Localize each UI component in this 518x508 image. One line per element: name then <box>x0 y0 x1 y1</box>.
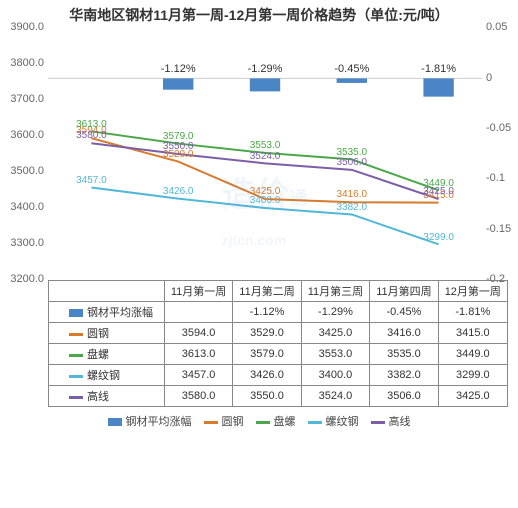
table-cell: -1.29% <box>301 302 369 323</box>
table-cell: 3299.0 <box>438 365 507 386</box>
point-label: 3535.0 <box>337 147 368 158</box>
bar-value-label: -1.12% <box>161 63 196 75</box>
y-left-tick: 3300.0 <box>10 237 44 249</box>
point-label: 3416.0 <box>337 189 368 200</box>
table-row: 高线3580.03550.03524.03506.03425.0 <box>49 386 508 407</box>
table-cell: 3580.0 <box>164 386 232 407</box>
legend-item: 盘螺 <box>256 413 296 429</box>
legend-swatch <box>256 421 270 424</box>
point-label: 3400.0 <box>250 195 281 206</box>
table-row-header: 圆钢 <box>49 323 165 344</box>
table-cell: -0.45% <box>370 302 438 323</box>
table-col-header: 11月第二周 <box>233 281 301 302</box>
table-cell: 3579.0 <box>233 344 301 365</box>
series-swatch <box>69 333 83 336</box>
y-right-tick: 0.05 <box>486 21 507 33</box>
series-swatch <box>69 396 83 399</box>
point-label: 3299.0 <box>423 232 454 243</box>
table-cell: 3594.0 <box>164 323 232 344</box>
y-left-tick: 3400.0 <box>10 201 44 213</box>
table-row: 圆钢3594.03529.03425.03416.03415.0 <box>49 323 508 344</box>
table-cell: 3416.0 <box>370 323 438 344</box>
table-row: 钢材平均涨幅 -1.12%-1.29%-0.45%-1.81% <box>49 302 508 323</box>
table-col-header: 11月第三周 <box>301 281 369 302</box>
table-col-header: 11月第四周 <box>370 281 438 302</box>
data-table: 11月第一周11月第二周11月第三周11月第四周12月第一周钢材平均涨幅-1.1… <box>48 280 508 407</box>
table-row-header: 高线 <box>49 386 165 407</box>
bar-value-label: -0.45% <box>334 63 369 75</box>
y-left-tick: 3600.0 <box>10 129 44 141</box>
bar <box>250 79 280 92</box>
point-label: 3425.0 <box>423 186 454 197</box>
point-label: 3506.0 <box>337 157 368 168</box>
legend-swatch <box>308 421 322 424</box>
legend-item: 钢材平均涨幅 <box>108 413 192 429</box>
table-row-header: 螺纹钢 <box>49 365 165 386</box>
table-cell: 3524.0 <box>301 386 369 407</box>
legend-item: 螺纹钢 <box>308 413 359 429</box>
plot-area: 3200.03300.03400.03500.03600.03700.03800… <box>48 28 482 280</box>
y-left-tick: 3500.0 <box>10 165 44 177</box>
table-cell: 3426.0 <box>233 365 301 386</box>
legend-item: 圆钢 <box>204 413 244 429</box>
table-cell: 3506.0 <box>370 386 438 407</box>
chart-container: 华南地区钢材11月第一周-12月第一周价格趋势（单位:元/吨） 3200.033… <box>0 0 518 508</box>
bar <box>337 79 367 84</box>
table-row: 盘螺3613.03579.03553.03535.03449.0 <box>49 344 508 365</box>
table-cell: 3449.0 <box>438 344 507 365</box>
table-row-header: 盘螺 <box>49 344 165 365</box>
y-left-tick: 3800.0 <box>10 57 44 69</box>
chart-title: 华南地区钢材11月第一周-12月第一周价格趋势（单位:元/吨） <box>0 0 518 28</box>
y-left-tick: 3200.0 <box>10 273 44 285</box>
legend-swatch <box>371 421 385 424</box>
table-cell: 3400.0 <box>301 365 369 386</box>
table-cell: 3613.0 <box>164 344 232 365</box>
y-right-tick: -0.1 <box>486 172 505 184</box>
y-left-tick: 3700.0 <box>10 93 44 105</box>
y-left-tick: 3900.0 <box>10 21 44 33</box>
point-label: 3524.0 <box>250 151 281 162</box>
point-label: 3553.0 <box>250 140 281 151</box>
table-cell: 3382.0 <box>370 365 438 386</box>
bar <box>163 79 193 90</box>
table-cell <box>164 302 232 323</box>
table-cell: 3553.0 <box>301 344 369 365</box>
table-cell: 3535.0 <box>370 344 438 365</box>
legend-swatch <box>204 421 218 424</box>
table-cell: 3425.0 <box>301 323 369 344</box>
point-label: 3613.0 <box>76 119 107 130</box>
table-cell: 3425.0 <box>438 386 507 407</box>
point-label: 3382.0 <box>337 202 368 213</box>
table-row-header: 钢材平均涨幅 <box>49 302 165 323</box>
series-swatch <box>69 309 83 317</box>
y-right-tick: -0.15 <box>486 223 511 235</box>
point-label: 3580.0 <box>76 130 107 141</box>
table-cell: -1.81% <box>438 302 507 323</box>
table-cell: 3529.0 <box>233 323 301 344</box>
series-swatch <box>69 354 83 357</box>
bar-value-label: -1.81% <box>421 63 456 75</box>
table-row: 螺纹钢3457.03426.03400.03382.03299.0 <box>49 365 508 386</box>
point-label: 3426.0 <box>163 186 194 197</box>
table-col-header: 11月第一周 <box>164 281 232 302</box>
table-cell: 3550.0 <box>233 386 301 407</box>
table-cell: 3415.0 <box>438 323 507 344</box>
bar-value-label: -1.29% <box>248 63 283 75</box>
legend-item: 高线 <box>371 413 411 429</box>
bar <box>423 79 453 97</box>
series-swatch <box>69 375 83 378</box>
table-cell: 3457.0 <box>164 365 232 386</box>
y-right-tick: 0 <box>486 72 492 84</box>
point-label: 3550.0 <box>163 141 194 152</box>
legend: 钢材平均涨幅圆钢盘螺螺纹钢高线 <box>0 413 518 429</box>
y-right-tick: -0.05 <box>486 122 511 134</box>
point-label: 3457.0 <box>76 175 107 186</box>
point-label: 3579.0 <box>163 131 194 142</box>
table-cell: -1.12% <box>233 302 301 323</box>
y-right-tick: -0.2 <box>486 273 505 285</box>
legend-swatch <box>108 418 122 426</box>
